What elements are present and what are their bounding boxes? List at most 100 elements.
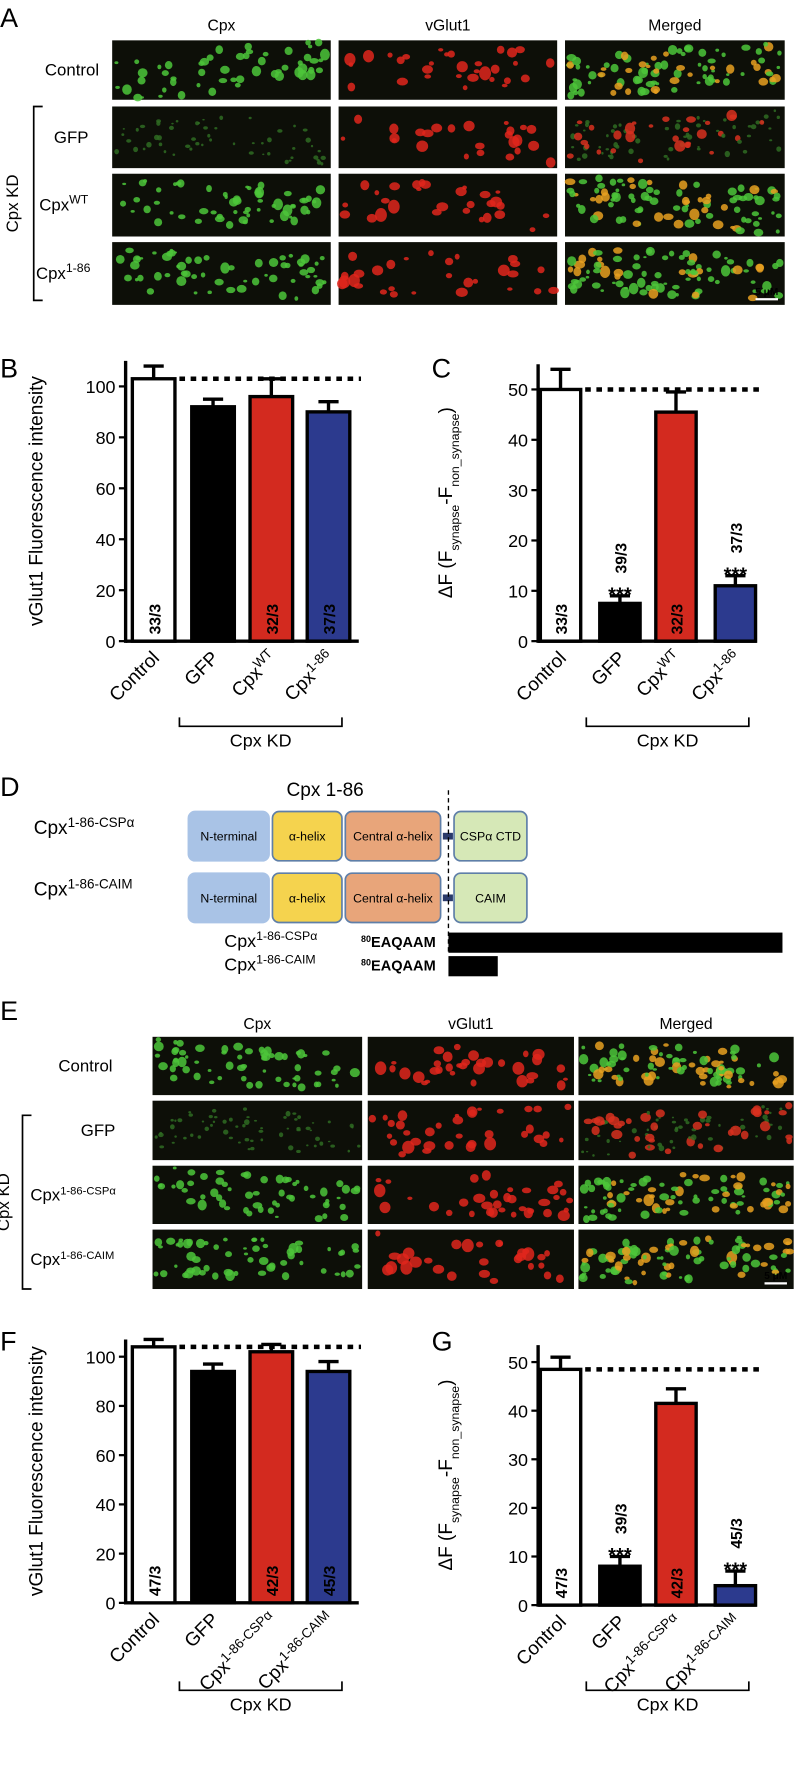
blob: [537, 1253, 546, 1261]
blob: [132, 255, 141, 263]
blob: [513, 1254, 523, 1264]
blob: [553, 1180, 563, 1188]
blob: [624, 1279, 633, 1285]
blob: [733, 1188, 745, 1196]
blob: [768, 127, 772, 130]
blob: [724, 256, 728, 260]
blob: [200, 1194, 206, 1200]
blob: [755, 48, 762, 55]
blob: [746, 258, 754, 267]
blob: [660, 60, 669, 70]
blob: [479, 190, 491, 199]
blob: [497, 1059, 506, 1067]
sequence-name: Cpx1-86-CAIM: [224, 953, 315, 975]
blob: [288, 253, 294, 258]
blob: [573, 132, 583, 141]
blob: [476, 1241, 484, 1248]
blob: [704, 120, 711, 125]
blob: [261, 142, 264, 145]
blob: [507, 287, 513, 291]
blob: [740, 1243, 748, 1248]
blob: [251, 277, 260, 286]
blob: [616, 1193, 626, 1203]
blob: [737, 184, 745, 193]
blob: [776, 258, 784, 267]
blob: [755, 1135, 758, 1138]
blob: [588, 71, 597, 80]
blob: [610, 148, 617, 154]
blob: [533, 1134, 545, 1144]
blob: [274, 1051, 284, 1061]
blob: [685, 132, 690, 138]
bar: [598, 1564, 642, 1607]
blob: [331, 1078, 336, 1082]
panel-letter: E: [0, 996, 18, 1026]
blob: [243, 1119, 250, 1126]
blob: [753, 63, 761, 71]
blob: [765, 1107, 769, 1110]
blob: [697, 196, 703, 203]
x-tick-label-sup: 1-86-CSPα: [622, 1609, 680, 1667]
domain-label: α-helix: [289, 891, 326, 905]
blob: [156, 119, 162, 123]
blob: [589, 214, 599, 224]
blob: [649, 1055, 657, 1063]
blob: [412, 1071, 425, 1084]
blob: [669, 1139, 674, 1144]
blob: [634, 1136, 641, 1142]
blob: [685, 1121, 690, 1125]
blob: [526, 1072, 539, 1080]
blob: [747, 124, 752, 128]
micrograph-bg: [338, 173, 558, 237]
micrograph: [578, 1229, 795, 1290]
blob: [162, 87, 167, 93]
blob: [247, 1256, 254, 1263]
n-label: 39/3: [614, 543, 631, 574]
blob: [503, 120, 509, 125]
blob: [258, 1256, 269, 1266]
blob: [137, 68, 148, 78]
blob: [670, 1186, 679, 1192]
blob: [215, 1177, 225, 1185]
micrograph-bg: [565, 173, 785, 237]
blob: [196, 82, 201, 88]
blob: [673, 219, 684, 229]
blob: [721, 52, 726, 58]
blob: [490, 64, 500, 74]
blob: [114, 148, 120, 155]
error-bar: [725, 574, 746, 586]
blob: [720, 265, 731, 277]
blob: [695, 123, 702, 128]
blob: [711, 1206, 720, 1213]
y-tick-label: 10: [508, 582, 528, 602]
blob: [461, 1058, 471, 1066]
blob: [527, 1262, 534, 1270]
row-label-sup: 1-86-CSPα: [60, 1185, 116, 1197]
blob: [679, 1058, 687, 1063]
blob: [587, 80, 592, 85]
blob: [777, 1125, 783, 1131]
blob: [721, 134, 725, 138]
blob: [782, 1248, 791, 1255]
blob: [244, 42, 252, 51]
blob: [210, 1188, 219, 1198]
blob: [350, 1187, 361, 1195]
blob: [621, 1246, 631, 1256]
blob: [294, 1064, 302, 1072]
blob: [718, 1123, 721, 1127]
blob: [449, 1070, 456, 1076]
blob: [617, 1208, 622, 1213]
blob: [771, 1182, 776, 1187]
blob: [409, 1256, 422, 1268]
blob: [115, 255, 125, 264]
linker: [442, 894, 453, 902]
blob: [177, 179, 185, 188]
blob: [306, 266, 316, 274]
sequence-tail: CCYCCCCLCCCFNCCCGKCKPKAP-54-GFN: [452, 935, 756, 951]
blob: [220, 65, 230, 74]
error-bar: [143, 364, 164, 379]
blob: [618, 123, 622, 127]
blob: [509, 260, 521, 268]
blob: [299, 269, 309, 276]
blob: [204, 1126, 210, 1132]
